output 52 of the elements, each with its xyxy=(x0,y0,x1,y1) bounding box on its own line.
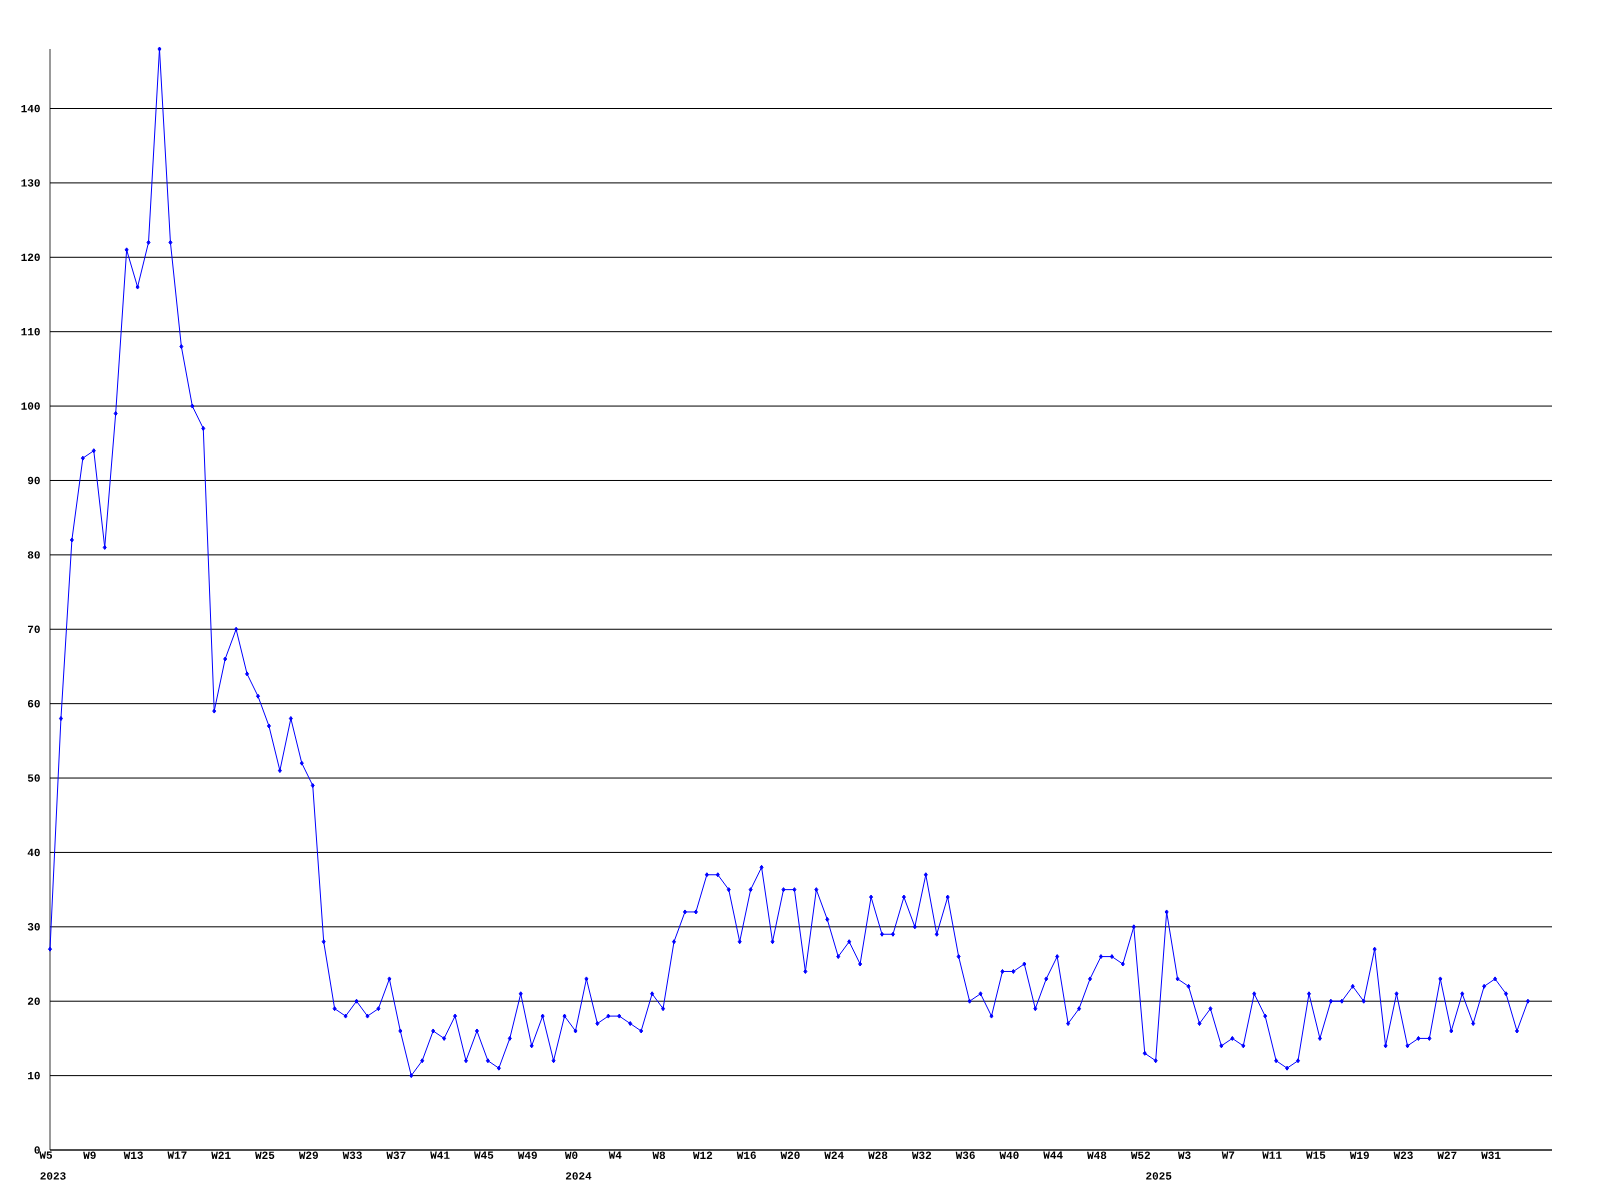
y-tick-label: 120 xyxy=(21,253,40,262)
y-tick-label: 140 xyxy=(21,104,40,113)
x-tick-label: W31 xyxy=(1481,1151,1501,1159)
y-tick-label: 60 xyxy=(27,699,40,708)
y-tick-label: 20 xyxy=(27,997,40,1005)
text: 2023 xyxy=(40,1172,66,1180)
x-tick-label: W41 xyxy=(430,1151,450,1159)
x-tick-label: W25 xyxy=(255,1151,275,1159)
y-tick-label: 50 xyxy=(27,774,40,782)
y-tick-label: 70 xyxy=(27,625,40,633)
x-tick-label: W17 xyxy=(167,1151,187,1159)
x-tick-label: W13 xyxy=(123,1151,143,1159)
x-tick-label: W32 xyxy=(911,1151,932,1159)
x-tick-label: W20 xyxy=(780,1151,800,1159)
x-tick-label: W16 xyxy=(736,1151,756,1159)
x-tick-label: W27 xyxy=(1437,1151,1457,1159)
text: 2024 xyxy=(565,1172,592,1180)
y-tick-label: 0 xyxy=(34,1146,40,1154)
x-tick-label: W48 xyxy=(1087,1151,1107,1159)
y-tick-label: 80 xyxy=(27,551,40,559)
y-tick-label: 100 xyxy=(21,402,40,410)
x-tick-label: W9 xyxy=(83,1151,96,1159)
y-tick-label: 40 xyxy=(27,848,40,857)
x-tick-label: W8 xyxy=(652,1151,666,1159)
x-tick-label: W40 xyxy=(999,1151,1019,1159)
x-tick-label: W33 xyxy=(342,1151,362,1159)
y-tick-label: 10 xyxy=(28,1071,40,1080)
x-tick-label: W52 xyxy=(1130,1151,1151,1159)
x-tick-label: W23 xyxy=(1393,1151,1413,1159)
x-tick-label: W44 xyxy=(1043,1151,1063,1159)
y-tick-label: 90 xyxy=(27,476,40,485)
x-tick-label: W5 xyxy=(39,1151,53,1159)
x-tick-label: W37 xyxy=(386,1151,406,1159)
x-tick-label: W45 xyxy=(474,1151,494,1159)
x-tick-label: W24 xyxy=(824,1151,844,1159)
x-tick-label: W49 xyxy=(517,1151,537,1159)
x-tick-label: W0 xyxy=(564,1151,578,1159)
x-tick-label: W19 xyxy=(1349,1151,1369,1159)
x-tick-label: W3 xyxy=(1177,1151,1191,1159)
x-tick-label: W12 xyxy=(692,1151,713,1159)
x-tick-label: W15 xyxy=(1306,1151,1326,1159)
y-tick-label: 30 xyxy=(27,923,40,931)
x-tick-label: W21 xyxy=(211,1151,231,1159)
text: 2025 xyxy=(1146,1172,1172,1180)
x-tick-label: W4 xyxy=(608,1151,622,1159)
x-tick-label: W11 xyxy=(1262,1151,1282,1159)
x-tick-label: W29 xyxy=(298,1151,318,1159)
y-tick-label: 130 xyxy=(21,179,40,187)
x-tick-label: W28 xyxy=(868,1151,888,1159)
x-tick-label: W7 xyxy=(1221,1151,1235,1159)
x-tick-label: W36 xyxy=(955,1151,975,1159)
y-tick-label: 110 xyxy=(21,327,40,336)
